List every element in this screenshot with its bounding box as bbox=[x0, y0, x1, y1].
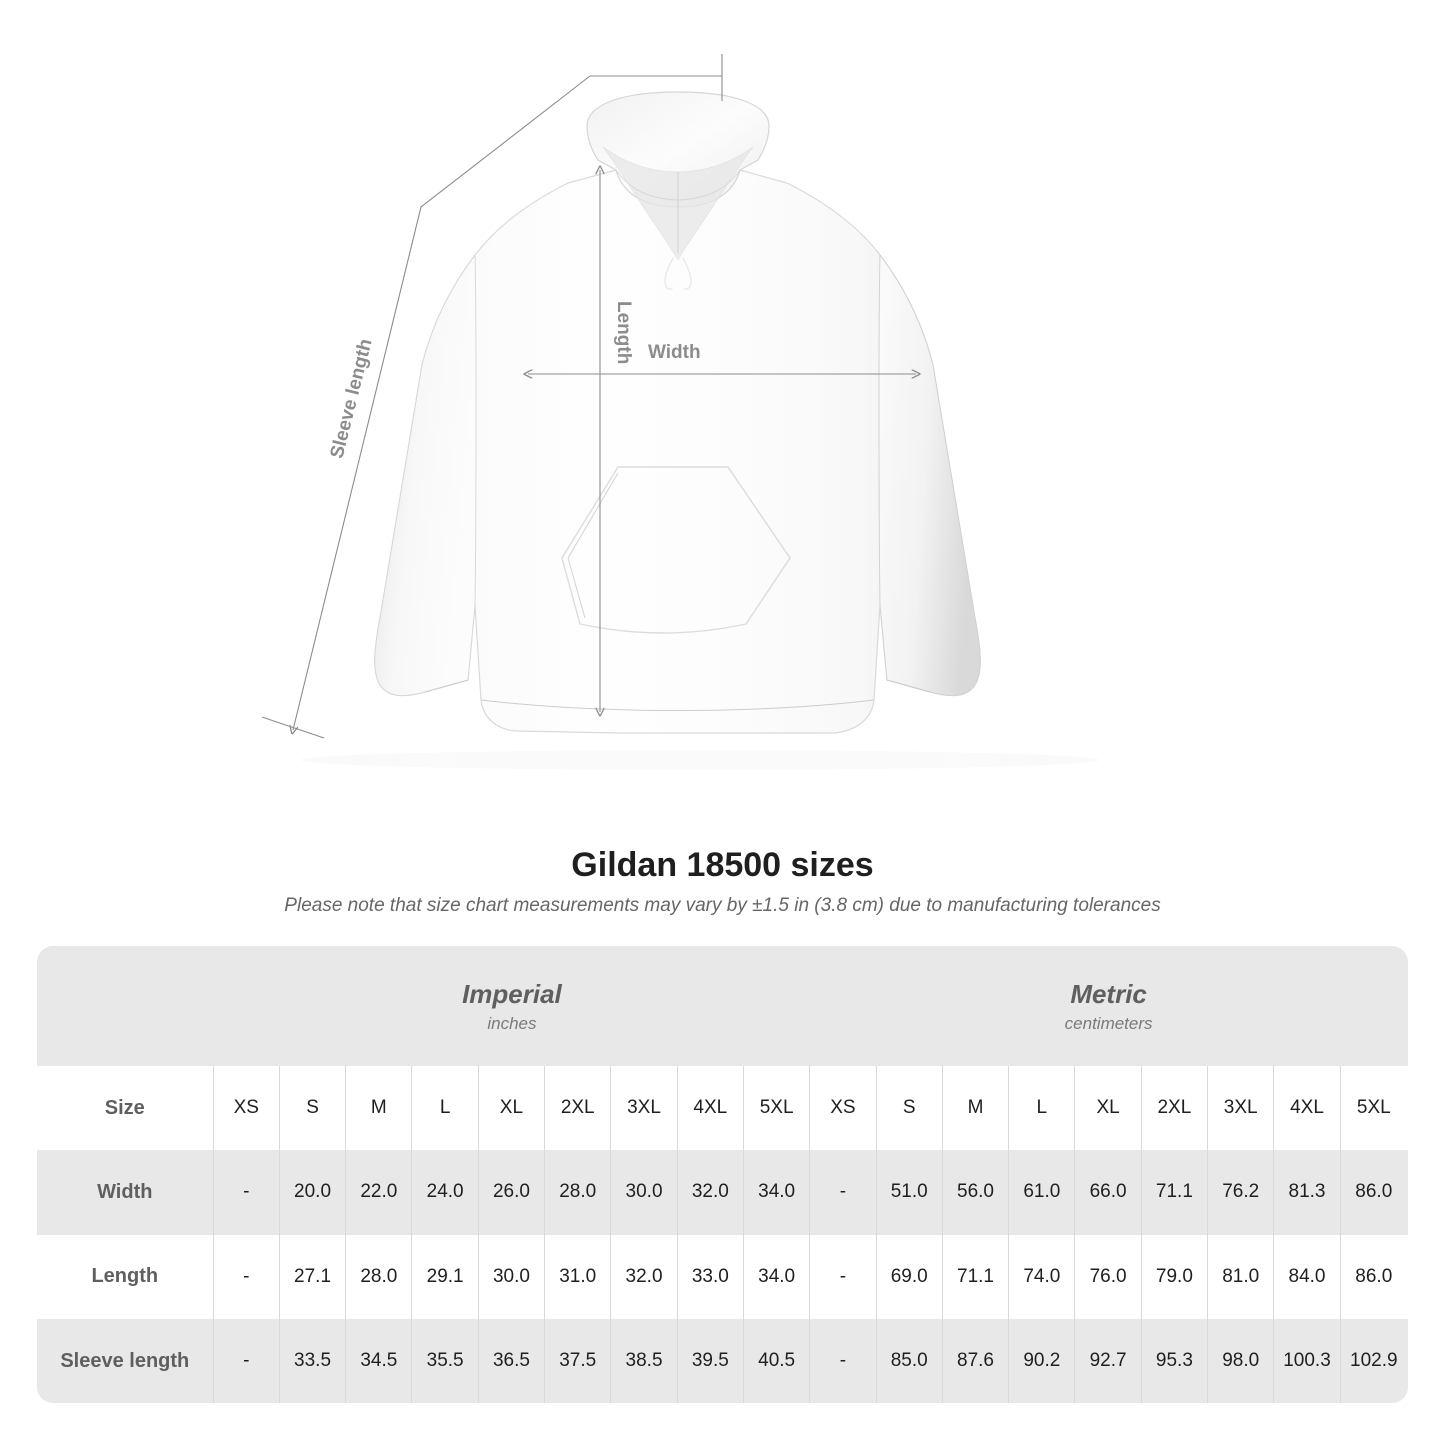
svg-text:Length: Length bbox=[613, 301, 634, 364]
svg-text:Sleeve length: Sleeve length bbox=[327, 337, 377, 461]
svg-text:Width: Width bbox=[648, 342, 701, 363]
